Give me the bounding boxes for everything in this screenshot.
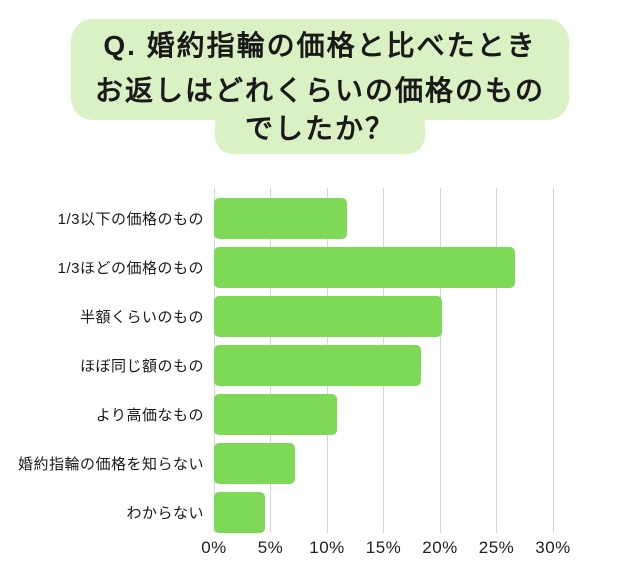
bar-track: [214, 198, 553, 239]
bar-track: [214, 492, 553, 533]
bar: [214, 198, 348, 239]
question-title: Q. 婚約指輪の価格と比べたとき お返しはどれくらいの価格のもの でしたか？: [0, 0, 640, 154]
plot-area: 1/3以下の価格のもの 1/3ほどの価格のもの半額くらいのもの ほぼ同じ額のものより…: [0, 188, 640, 533]
chart-row: わからない: [0, 492, 640, 533]
title-line-2: お返しはどれくらいの価格のもの: [94, 75, 545, 106]
x-tick-label: 25%: [478, 538, 515, 557]
x-tick-label: 20%: [422, 538, 458, 557]
chart-row: ほぼ同じ額のもの: [0, 345, 640, 386]
bar-rows: 1/3以下の価格のもの 1/3ほどの価格のもの半額くらいのもの ほぼ同じ額のものより…: [0, 198, 640, 533]
title-highlight-main: Q. 婚約指輪の価格と比べたとき お返しはどれくらいの価格のもの: [70, 19, 569, 120]
bar-track: [214, 247, 553, 288]
chart-row: 婚約指輪の価格を知らない: [0, 443, 640, 484]
title-line-1: Q. 婚約指輪の価格と比べたとき: [103, 30, 537, 61]
gridline: [552, 188, 554, 533]
category-label: より高価なもの: [95, 407, 204, 424]
bar-chart: 1/3以下の価格のもの 1/3ほどの価格のもの半額くらいのもの ほぼ同じ額のものより…: [0, 188, 640, 564]
title-highlight-tail: でしたか？: [214, 106, 425, 154]
bar: [214, 296, 443, 337]
bar: [214, 345, 421, 386]
bar: [214, 492, 265, 533]
bar: [214, 443, 296, 484]
bar-track: [214, 394, 553, 435]
bar: [214, 394, 338, 435]
gridline: [439, 188, 441, 533]
bar-track: [214, 345, 553, 386]
title-line-3: でしたか？: [244, 113, 395, 144]
x-tick-label: 15%: [365, 538, 402, 557]
category-label: 1/3ほどの価格のもの: [57, 260, 204, 277]
category-label: ほぼ同じ額のもの: [79, 358, 204, 375]
category-label: わからない: [126, 505, 204, 522]
gridline: [496, 188, 497, 533]
x-axis: 0% 5% 10% 15% 20% 25% 30%: [201, 538, 570, 564]
x-tick-label: 0%: [201, 538, 227, 557]
x-tick-label: 5%: [257, 538, 284, 557]
bar: [214, 247, 515, 288]
category-label: 半額くらいのもの: [79, 309, 204, 326]
bar-track: [214, 443, 553, 484]
chart-row: 1/3ほどの価格のもの: [0, 247, 640, 288]
category-label: 1/3以下の価格のもの: [57, 211, 204, 228]
bar-track: [214, 296, 553, 337]
chart-row: 半額くらいのもの: [0, 296, 640, 337]
x-tick-label: 30%: [535, 538, 571, 557]
chart-row: 1/3以下の価格のもの: [0, 198, 640, 239]
category-label: 婚約指輪の価格を知らない: [17, 456, 204, 473]
x-tick-label: 10%: [309, 538, 345, 557]
chart-row: より高価なもの: [0, 394, 640, 435]
